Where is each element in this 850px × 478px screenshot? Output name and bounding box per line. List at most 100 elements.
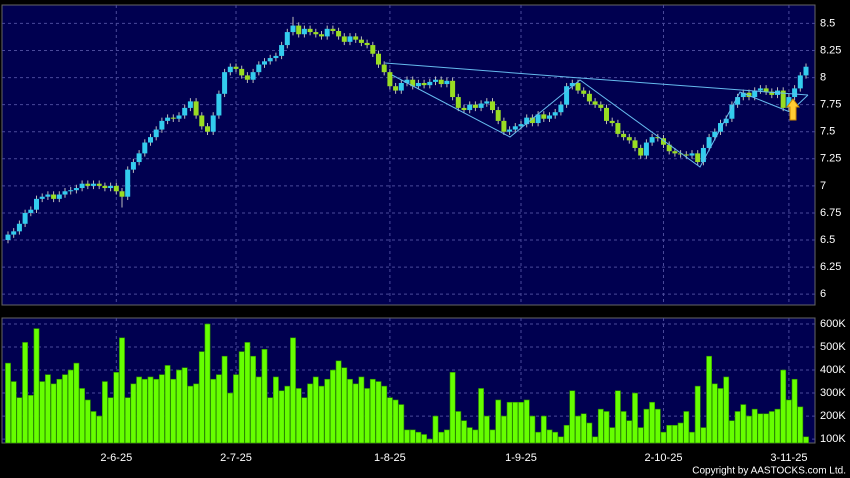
candle-body [51,194,57,199]
candle-body [609,120,615,124]
volume-bar [50,383,57,444]
volume-bar [489,429,496,444]
y2-tick-label: 300K [820,387,846,399]
candle-body [307,28,313,33]
x-tick-label: 3-11-25 [770,452,807,464]
candle-body [415,82,421,87]
candle-body [39,196,45,199]
volume-bar [44,374,51,444]
y-tick-label: 8 [820,71,826,83]
volume-bar [443,429,450,444]
volume-bar [5,362,11,444]
volume-bar [398,404,405,444]
y-tick-label: 8.25 [820,44,841,56]
volume-bar [774,408,781,444]
volume-bar [193,383,199,444]
volume-bar [119,337,125,444]
candle-body [615,123,621,134]
volume-bar [136,376,142,444]
volume-bar [426,438,433,444]
candle-body [706,137,712,148]
volume-bar [341,367,348,444]
volume-bar [472,429,479,444]
volume-bar [39,381,46,444]
candle-body [398,82,404,91]
volume-bar [483,415,490,444]
volume-bar [614,390,621,444]
y-tick-label: 7.25 [820,153,841,165]
candle-body [529,117,535,124]
volume-bar [147,376,154,444]
candle-body [735,97,741,105]
candle-body [222,72,228,94]
volume-bar [56,378,63,444]
volume-bar [734,411,741,444]
volume-bar [529,415,536,444]
candle-body [290,25,296,33]
candle-body [193,101,199,116]
y2-tick-label: 100K [820,433,846,445]
volume-bar [284,385,291,444]
volume-bar [204,323,211,444]
candle-body [244,75,250,80]
candle-body [752,90,758,98]
x-tick-label: 2-7-25 [220,452,252,464]
volume-bar [347,378,353,444]
candle-body [598,104,604,108]
candle-body [250,72,256,80]
volume-bar [717,388,724,444]
volume-bar [683,411,690,444]
volume-bar [746,415,752,444]
volume-bar [797,406,804,444]
candle-body [729,104,735,119]
volume-bar [763,413,769,444]
candle-body [552,112,558,116]
volume-bar [421,434,427,444]
candle-body [450,80,456,98]
volume-bar [563,424,570,444]
volume-bar [272,376,279,444]
candle-body [632,140,638,148]
candle-body [723,118,729,124]
candle-body [113,185,119,192]
x-tick-label: 1-8-25 [374,452,406,464]
candle-body [376,53,381,65]
candle-body [73,188,79,191]
candle-body [643,142,649,156]
candle-body [455,97,461,108]
volume-bar [575,415,581,444]
candle-body [11,231,17,235]
candle-body [324,28,330,37]
y-tick-label: 6.75 [820,207,841,219]
volume-bar [512,401,519,444]
candle-body [547,115,552,119]
volume-bar [649,401,655,444]
volume-bar [409,429,416,444]
candle-body [683,154,689,156]
volume-bars [5,323,809,444]
candle-body [689,153,695,156]
volume-bar [671,424,678,444]
volume-bar [523,399,530,444]
candle-body [718,123,723,132]
candle-body [284,32,290,46]
candle-body [79,183,85,189]
volume-bar [540,415,547,444]
candle-body [102,185,108,189]
volume-bar [181,367,188,444]
volume-bar [90,411,97,444]
candle-body [393,86,399,91]
candle-body [427,81,433,86]
copyright: Copyright by AASTOCKS.com Ltd. [692,466,846,477]
candle-body [16,223,22,232]
volume-bar [290,337,296,444]
volume-bar [27,395,34,444]
y-tick-label: 6.5 [820,234,835,246]
y2-tick-label: 400K [820,364,846,376]
volume-bar [552,431,559,444]
volume-bar [73,362,80,444]
volume-bar [318,385,325,444]
candle-body [85,183,91,186]
volume-bar [79,388,85,444]
